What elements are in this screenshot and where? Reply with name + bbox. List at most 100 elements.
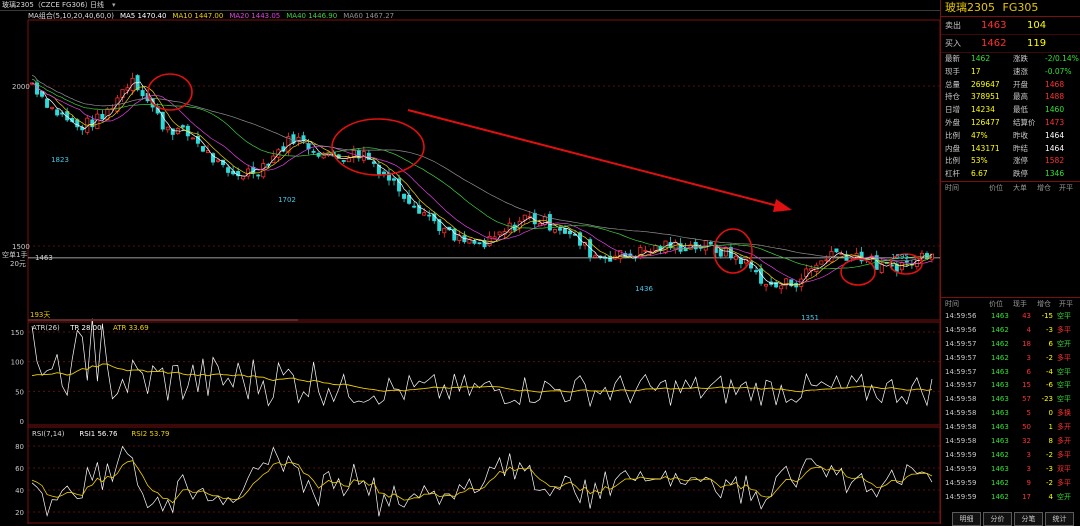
candle-body — [180, 125, 185, 128]
candle-body — [557, 228, 562, 231]
quote-row: 总量 269647 开盘 1468 — [941, 79, 1080, 92]
candle-body — [276, 149, 281, 158]
tick-oi: 6 — [1048, 339, 1053, 348]
tick-row[interactable]: 14:59:57 1463 15 -6 空平 — [941, 379, 1080, 393]
tick-row[interactable]: 14:59:58 1463 5 0 多换 — [941, 407, 1080, 421]
candle-body — [140, 90, 145, 97]
stat-value: 1464 — [1045, 130, 1065, 140]
chevron-down-icon[interactable]: ▾ — [112, 1, 116, 9]
tick-type: 多平 — [1057, 325, 1071, 334]
price-extreme-label: 1595 — [891, 253, 909, 261]
price-extreme-label: 1823 — [51, 156, 69, 164]
ma-legend-item: MA60 1467.27 — [343, 12, 395, 20]
stat-value: 6.67 — [971, 169, 988, 179]
days-label: 193天 — [30, 311, 50, 319]
ma-line — [31, 81, 933, 286]
candle-body — [422, 212, 427, 216]
sell-label: 卖出 — [945, 21, 961, 30]
quote-row: 内盘 143171 昨结 1464 — [941, 143, 1080, 156]
stat-label: 总量 — [945, 79, 960, 89]
candle-body — [477, 242, 482, 245]
candle-body — [492, 236, 497, 240]
tick-row[interactable]: 14:59:59 1463 3 -3 双平 — [941, 463, 1080, 477]
buy-level[interactable]: 买入 1462 119 — [941, 35, 1080, 53]
tick-type: 多换 — [1057, 409, 1071, 418]
stat-value: 143171 — [971, 143, 1000, 153]
quote-row: 比例 47% 昨收 1464 — [941, 130, 1080, 143]
period-selector[interactable]: 日线 — [90, 1, 104, 9]
quote-row: 最新 1462 涨跌 -2/0.14% — [941, 53, 1080, 66]
tick-volume: 57 — [1022, 395, 1031, 404]
column-header: 开平 — [1059, 299, 1073, 308]
candle-body — [754, 270, 759, 273]
column-header: 增仓 — [1037, 299, 1051, 308]
candle-body — [412, 205, 417, 208]
tick-row[interactable]: 14:59:59 1462 3 -2 多平 — [941, 449, 1080, 463]
stat-value: 47% — [971, 130, 988, 140]
rsi-y-tick: 60 — [15, 465, 24, 473]
atr-legend-item: TR 28.00 — [69, 324, 101, 332]
candle-body — [708, 241, 713, 245]
tick-volume: 5 — [1026, 409, 1031, 418]
kline-chart[interactable]: ATR(26) TR 28.00 ATR 33.69 150 100 50 0 RSI(7,… — [0, 10, 940, 524]
candle-body — [723, 247, 728, 257]
tick-type: 多平 — [1057, 478, 1071, 487]
candle-body — [211, 153, 216, 163]
rsi-y-tick: 20 — [15, 509, 24, 517]
tick-list[interactable]: 14:59:56 1463 43 -15 空平 14:59:56 1462 4 -3 多平 14:5… — [941, 310, 1080, 504]
sell-level[interactable]: 卖出 1463 104 — [941, 17, 1080, 35]
candle-body — [381, 171, 386, 175]
column-header: 增仓 — [1037, 183, 1051, 192]
candle-body — [457, 235, 462, 241]
bottom-tabs: 明细 分价 分笔 统计 — [940, 512, 1080, 526]
tick-row[interactable]: 14:59:57 1462 18 6 空开 — [941, 338, 1080, 352]
highlight-circle — [147, 73, 193, 111]
candle-body — [583, 241, 588, 246]
tick-row[interactable]: 14:59:59 1462 17 4 空开 — [941, 491, 1080, 505]
ma-line — [31, 82, 933, 286]
tick-row[interactable]: 14:59:57 1462 3 -2 多平 — [941, 352, 1080, 366]
candle-body — [819, 260, 824, 265]
tick-row[interactable]: 14:59:57 1463 6 -4 空平 — [941, 366, 1080, 380]
quote-row: 日增 14234 最低 1460 — [941, 104, 1080, 117]
candle-body — [738, 258, 743, 265]
price-extreme-label: 1351 — [801, 314, 819, 322]
tick-type: 空平 — [1057, 395, 1071, 404]
tick-oi: -15 — [1041, 311, 1053, 320]
tick-price: 1462 — [991, 325, 1009, 334]
candle-body — [326, 151, 331, 156]
price-extreme-label: 1702 — [278, 196, 296, 204]
tick-time: 14:59:59 — [945, 464, 977, 473]
tick-oi: -6 — [1046, 381, 1053, 390]
stat-value: 1488 — [1045, 92, 1065, 102]
tick-row[interactable]: 14:59:59 1462 9 -2 多平 — [941, 477, 1080, 491]
stat-value: 378951 — [971, 92, 1000, 102]
ma-legend-item: MA20 1443.05 — [229, 12, 281, 20]
sell-price: 1463 — [981, 20, 1007, 31]
candle-body — [743, 259, 748, 264]
tick-oi: 4 — [1048, 492, 1053, 501]
candle-body — [487, 235, 492, 247]
tick-volume: 50 — [1022, 423, 1031, 432]
tick-row[interactable]: 14:59:58 1463 32 8 多开 — [941, 435, 1080, 449]
tick-row[interactable]: 14:59:56 1463 43 -15 空平 — [941, 310, 1080, 324]
candle-body — [437, 219, 442, 231]
stat-value: 53% — [971, 156, 988, 166]
sell-qty: 104 — [1027, 20, 1047, 31]
tick-oi: -4 — [1046, 367, 1053, 376]
stat-value: 1468 — [1045, 79, 1065, 89]
stat-label: 昨收 — [1013, 130, 1028, 140]
tick-row[interactable]: 14:59:58 1463 57 -23 空平 — [941, 393, 1080, 407]
rsi-legend-item: RSI2 53.79 — [131, 430, 169, 438]
tick-price: 1463 — [991, 395, 1009, 404]
tick-row[interactable]: 14:59:58 1463 50 1 多开 — [941, 421, 1080, 435]
tick-row[interactable]: 14:59:56 1462 4 -3 多平 — [941, 324, 1080, 338]
instrument-name: 玻璃2305 — [945, 1, 995, 14]
stat-value: 1462 — [971, 54, 991, 63]
candle-body — [200, 146, 205, 152]
tick-type: 多平 — [1057, 450, 1071, 459]
trend-arrow-line — [407, 109, 783, 208]
atr-y-tick: 0 — [20, 418, 24, 426]
candle-body — [532, 212, 537, 225]
candle-body — [226, 167, 231, 173]
